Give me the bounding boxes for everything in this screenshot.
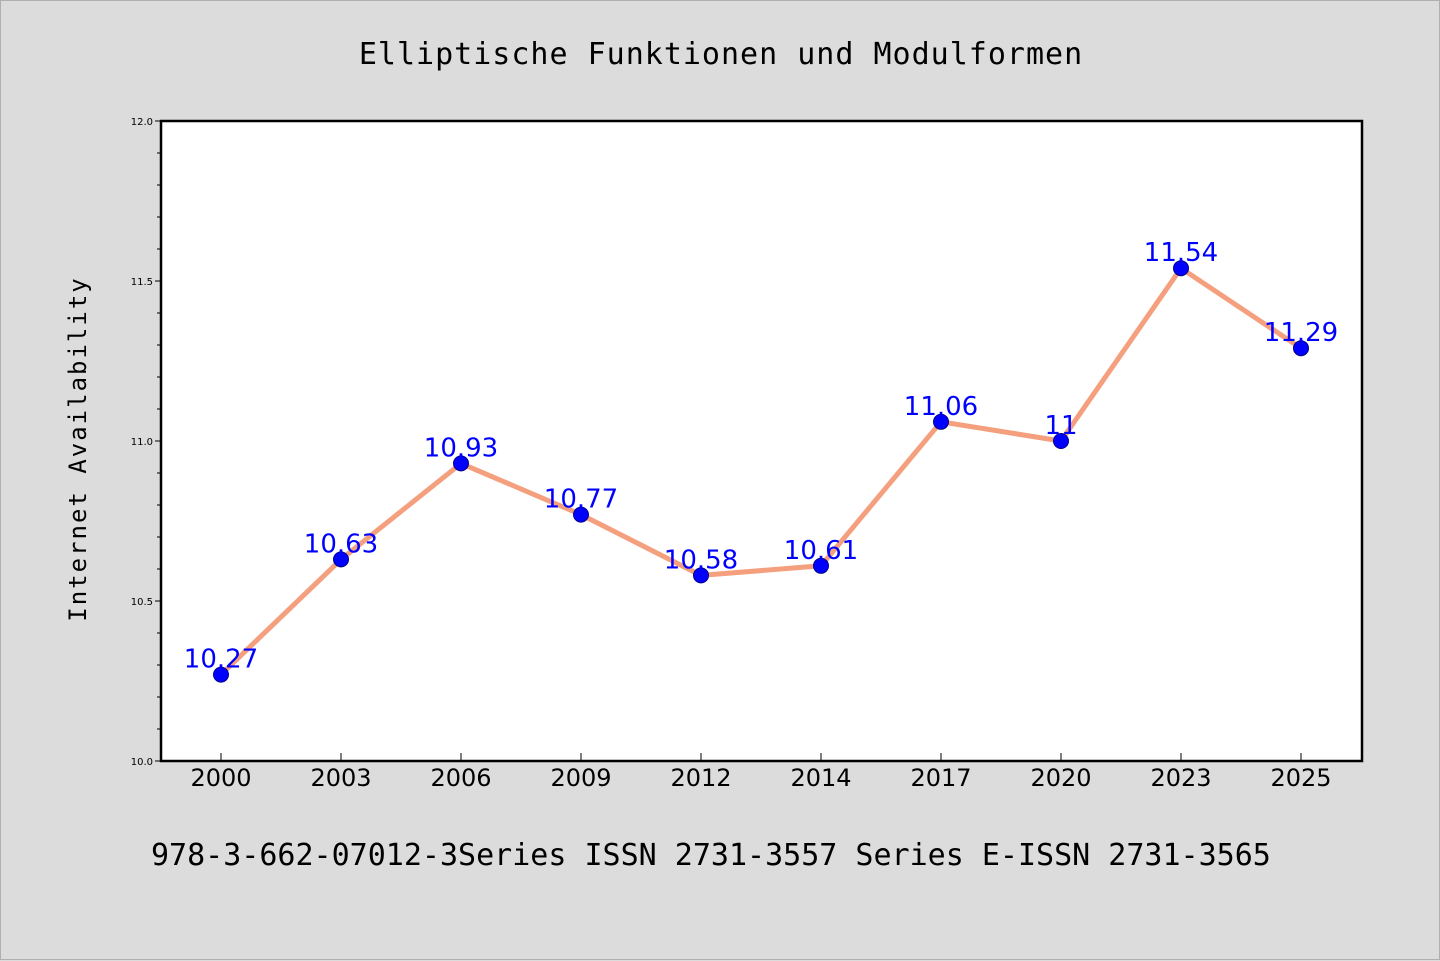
data-point	[453, 455, 469, 472]
y-axis: 10.0 10.5 11.0 11.5 12.0	[131, 117, 161, 768]
y-tick-label: 10.5	[131, 597, 153, 608]
chart-title: Elliptische Funktionen und Modulformen	[359, 37, 1083, 72]
y-tick-label: 12.0	[131, 117, 153, 128]
y-tick-label: 11.5	[131, 277, 153, 288]
data-point	[813, 557, 829, 574]
data-point	[1053, 433, 1069, 449]
plot-area	[159, 119, 1364, 763]
data-point	[333, 551, 349, 568]
x-tick-label: 2023	[1150, 764, 1211, 792]
data-label: 11.54	[1144, 238, 1218, 268]
x-axis: 2000 2003 2006 2009 2012 2014 2017 2020 2023 2025	[190, 753, 1332, 792]
y-axis-label: Internet Availability	[64, 276, 92, 621]
data-label: 10.27	[184, 645, 258, 675]
x-tick-label: 2006	[430, 764, 491, 792]
data-label: 10.61	[784, 536, 858, 566]
data-point	[573, 506, 589, 523]
data-point	[213, 666, 229, 683]
x-tick-label: 2003	[310, 764, 371, 792]
data-label: 10.93	[424, 433, 498, 463]
data-label: 10.58	[664, 545, 738, 575]
data-label: 10.77	[544, 485, 618, 515]
data-point	[933, 413, 949, 430]
x-tick-label: 2009	[550, 764, 611, 792]
data-point	[1173, 260, 1189, 277]
y-tick-label: 10.0	[131, 757, 153, 768]
data-point	[1293, 340, 1309, 357]
data-label: 11.06	[904, 392, 978, 422]
x-tick-label: 2025	[1270, 764, 1331, 792]
x-tick-label: 2020	[1030, 764, 1091, 792]
series-line	[218, 265, 1304, 678]
series-layer	[213, 260, 1309, 683]
footer-text: 978-3-662-07012-3Series ISSN 2731-3557 S…	[151, 838, 1271, 873]
data-labels: 10.27 10.63 10.93 10.77 10.58 10.61 11.06 11 11.…	[184, 238, 1338, 674]
data-label: 11	[1044, 411, 1077, 441]
data-point	[693, 567, 709, 584]
x-tick-label: 2017	[910, 764, 971, 792]
x-tick-label: 2014	[790, 764, 851, 792]
x-tick-label: 2000	[190, 764, 251, 792]
data-label: 10.63	[304, 529, 378, 559]
y-tick-label: 11.0	[131, 437, 153, 448]
data-label: 11.29	[1264, 318, 1338, 348]
x-tick-label: 2012	[670, 764, 731, 792]
